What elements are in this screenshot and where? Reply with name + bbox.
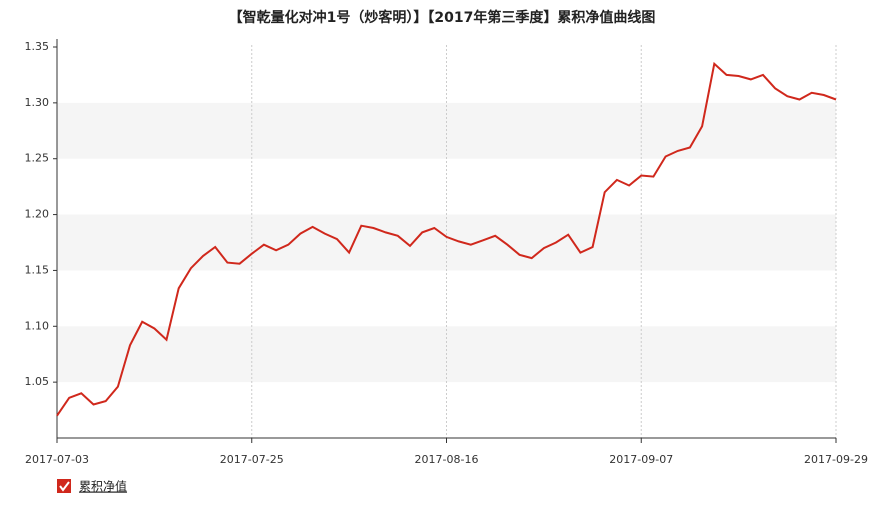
y-tick-label: 1.10 bbox=[25, 319, 50, 332]
y-tick-label: 1.25 bbox=[25, 152, 50, 165]
y-tick-label: 1.20 bbox=[25, 208, 50, 221]
chart-title: 【智乾量化对冲1号（炒客明）】【2017年第三季度】累积净值曲线图 bbox=[229, 9, 656, 26]
x-tick-label: 2017-08-16 bbox=[415, 453, 479, 466]
y-tick-label: 1.35 bbox=[25, 40, 50, 53]
data-line bbox=[56, 61, 837, 417]
x-tick-label: 2017-09-29 bbox=[804, 453, 868, 466]
legend-label[interactable]: 累积净值 bbox=[79, 479, 127, 494]
x-tick-label: 2017-07-03 bbox=[25, 453, 89, 466]
y-tick-label: 1.30 bbox=[25, 96, 50, 109]
legend-checkbox[interactable] bbox=[57, 479, 71, 493]
x-tick-label: 2017-09-07 bbox=[609, 453, 673, 466]
check-icon bbox=[59, 481, 70, 492]
y-tick-label: 1.05 bbox=[25, 375, 50, 388]
y-tick-label: 1.15 bbox=[25, 263, 50, 276]
x-tick-label: 2017-07-25 bbox=[220, 453, 284, 466]
